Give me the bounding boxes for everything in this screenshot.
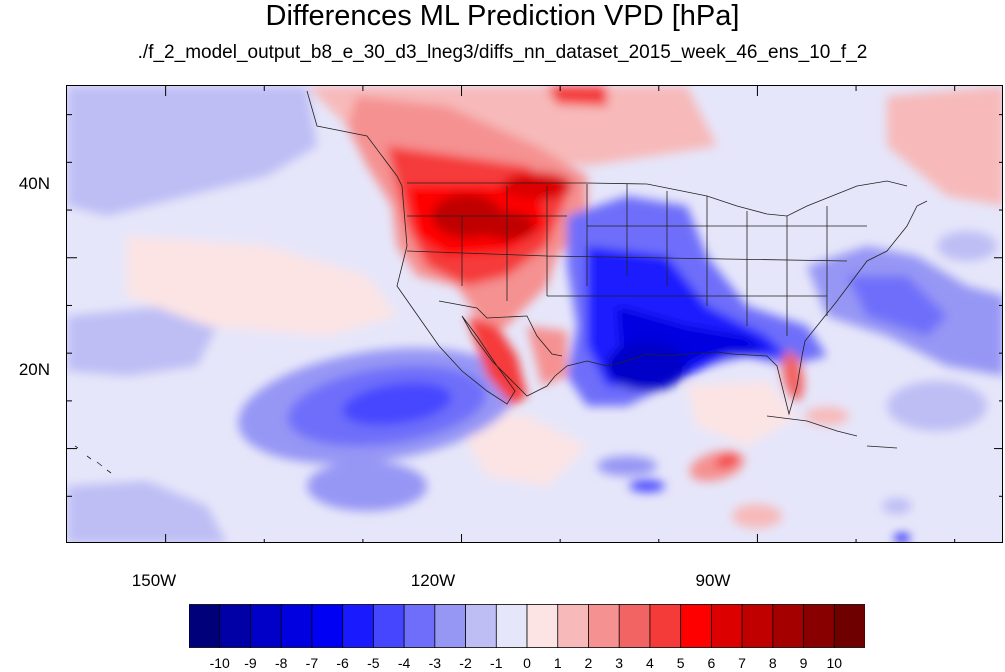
colorbar-tick-label: -7 xyxy=(305,655,319,671)
plot-subtitle: ./f_2_model_output_b8_e_30_d3_lneg3/diff… xyxy=(137,42,868,63)
coastlines-and-borders xyxy=(74,90,928,474)
field-region xyxy=(597,456,657,476)
colorbar-tick-label: -4 xyxy=(397,655,411,671)
colorbar-tick-label: -1 xyxy=(490,655,503,671)
colorbar-tick-label: 9 xyxy=(799,655,808,671)
colorbar-swatch xyxy=(250,604,282,648)
field-region xyxy=(502,172,572,200)
field-region xyxy=(67,481,226,542)
colorbar-swatch xyxy=(680,604,712,648)
colorbar-swatch xyxy=(772,604,805,648)
plot-title: Differences ML Prediction VPD [hPa] xyxy=(265,0,740,32)
field-region xyxy=(629,480,665,492)
colorbar-swatch xyxy=(649,604,682,648)
colorbar-tick-label: 10 xyxy=(826,655,843,671)
field-region xyxy=(67,306,217,376)
colorbar-swatch xyxy=(833,604,866,648)
colorbar-tick-label: 3 xyxy=(615,655,624,671)
field-region xyxy=(527,326,567,386)
field-region xyxy=(782,351,804,401)
field-region xyxy=(887,381,987,431)
colorbar-swatch xyxy=(557,604,590,648)
colorbar-swatch xyxy=(803,604,835,648)
colorbar-swatch xyxy=(403,604,436,648)
colorbar-tick-label: -10 xyxy=(209,655,230,671)
field-region xyxy=(607,341,687,391)
colorbar-tick-label: 5 xyxy=(676,655,685,671)
colorbar-swatches xyxy=(188,604,866,648)
colorbar-tick-label: -2 xyxy=(459,655,472,671)
colorbar-tick-label: -5 xyxy=(367,655,380,671)
difference-field xyxy=(67,86,1002,542)
lon-tick-label-120w: 120W xyxy=(410,571,456,590)
field-region xyxy=(687,381,797,446)
colorbar-swatch xyxy=(710,604,743,648)
field-region xyxy=(467,316,527,406)
field-region xyxy=(937,231,997,261)
colorbar-tick-label: -3 xyxy=(428,655,442,671)
colorbar-tick-label: 4 xyxy=(646,655,654,671)
colorbar-swatch xyxy=(526,604,559,648)
colorbar-tick-label: 7 xyxy=(738,655,746,671)
colorbar-tick-label: 8 xyxy=(768,655,777,671)
colorbar-tick-label: -9 xyxy=(244,655,257,671)
colorbar-tick-label: 1 xyxy=(553,655,562,671)
field-region xyxy=(732,504,782,528)
colorbar-swatch xyxy=(434,604,467,648)
field-region xyxy=(127,236,397,336)
colorbar-swatch xyxy=(495,604,528,648)
colorbar-swatch xyxy=(372,604,405,648)
field-region xyxy=(847,276,947,336)
field-region xyxy=(307,461,427,511)
colorbar-tick-label: 2 xyxy=(584,655,593,671)
field-region xyxy=(805,407,849,425)
colorbar-swatch xyxy=(311,604,344,648)
field-region xyxy=(715,454,739,468)
colorbar-swatch xyxy=(741,604,774,648)
colorbar-swatch xyxy=(342,604,374,648)
field-region xyxy=(547,86,607,106)
colorbar-swatch xyxy=(219,604,252,648)
field-region xyxy=(67,86,317,216)
lon-tick-label-90w: 90W xyxy=(695,571,731,590)
lon-tick-label-150w: 150W xyxy=(131,571,177,590)
colorbar-tick-label: 0 xyxy=(523,655,531,671)
colorbar-swatch xyxy=(588,604,620,648)
field-region xyxy=(342,382,452,426)
map-panel xyxy=(66,85,1003,543)
colorbar-swatch xyxy=(618,604,651,648)
colorbar-tick-label: 6 xyxy=(707,655,716,671)
colorbar-swatch xyxy=(280,604,313,648)
field-region xyxy=(887,86,1002,206)
colorbar-tick-label: -8 xyxy=(274,655,288,671)
colorbar-swatch xyxy=(188,604,221,648)
colorbar-swatch xyxy=(465,604,497,648)
lat-tick-label-20n: 20N xyxy=(18,360,50,379)
map-ticks xyxy=(67,86,1002,542)
field-region xyxy=(894,534,910,542)
colorbar xyxy=(188,604,866,648)
lat-tick-label-40n: 40N xyxy=(18,174,50,193)
vpd-difference-map xyxy=(67,86,1002,542)
colorbar-tick-label: -6 xyxy=(336,655,349,671)
field-region xyxy=(882,498,912,514)
